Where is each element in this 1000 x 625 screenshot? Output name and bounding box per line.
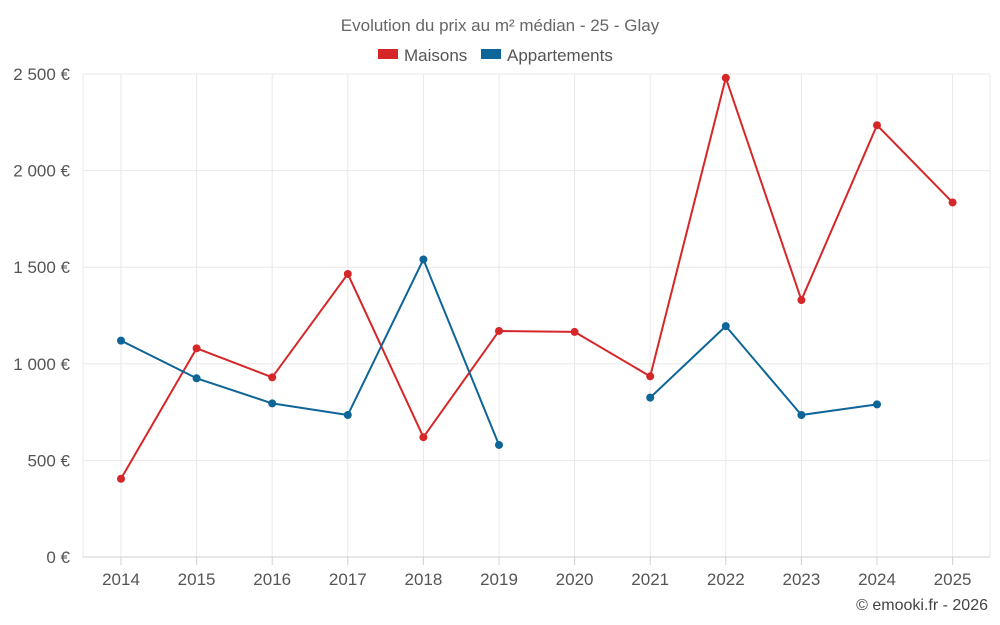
data-point-maisons-2022[interactable] [721, 73, 730, 82]
series-line-appartements [649, 325, 878, 416]
data-point-maisons-2018[interactable] [419, 433, 428, 442]
data-point-appartements-2016[interactable] [268, 399, 277, 408]
data-point-maisons-2016[interactable] [268, 373, 277, 382]
x-tick-label: 2016 [253, 570, 291, 589]
x-tick-label: 2019 [480, 570, 518, 589]
x-tick-label: 2024 [858, 570, 896, 589]
x-tick-label: 2025 [934, 570, 972, 589]
x-tick-label: 2014 [102, 570, 140, 589]
data-point-appartements-2024[interactable] [873, 400, 881, 409]
legend-item-maisons[interactable]: Maisons [378, 46, 467, 65]
data-point-maisons-2025[interactable] [948, 198, 957, 207]
x-tick-label: 2015 [178, 570, 216, 589]
y-tick-label: 2 500 € [13, 65, 70, 84]
data-point-appartements-2018[interactable] [419, 255, 428, 264]
data-point-appartements-2022[interactable] [721, 322, 730, 331]
data-point-maisons-2020[interactable] [570, 327, 579, 336]
data-point-maisons-2019[interactable] [495, 326, 503, 335]
x-tick-label: 2021 [631, 570, 669, 589]
x-tick-label: 2018 [404, 570, 442, 589]
x-tick-label: 2022 [707, 570, 745, 589]
y-tick-label: 0 € [46, 548, 70, 567]
y-tick-label: 1 500 € [13, 258, 70, 277]
legend[interactable]: Maisons Appartements [378, 46, 613, 65]
x-tick-label: 2023 [782, 570, 820, 589]
legend-label-maisons: Maisons [404, 46, 467, 65]
legend-item-appartements[interactable]: Appartements [481, 46, 613, 65]
y-tick-label: 1 000 € [13, 355, 70, 374]
legend-swatch-maisons [378, 49, 398, 59]
series [117, 73, 957, 483]
data-point-appartements-2021[interactable] [646, 393, 655, 402]
data-point-appartements-2019[interactable] [495, 440, 503, 449]
legend-label-appartements: Appartements [507, 46, 613, 65]
series-maisons [117, 73, 957, 483]
y-tick-label: 2 000 € [13, 162, 70, 181]
data-point-maisons-2023[interactable] [797, 296, 806, 305]
chart-title: Evolution du prix au m² médian - 25 - Gl… [341, 16, 660, 35]
grid [82, 73, 991, 557]
data-point-maisons-2024[interactable] [873, 121, 881, 130]
data-point-appartements-2023[interactable] [797, 410, 806, 419]
y-tick-label: 500 € [27, 451, 70, 470]
series-line-appartements [120, 258, 500, 446]
data-point-appartements-2017[interactable] [343, 410, 352, 419]
data-point-appartements-2014[interactable] [117, 336, 125, 345]
data-point-maisons-2014[interactable] [117, 474, 125, 483]
data-point-maisons-2015[interactable] [192, 344, 201, 353]
axes: 0 € 500 € 1 000 € 1 500 € 2 000 € 2 500 € 2014… [13, 65, 990, 589]
x-tick-label: 2017 [329, 570, 367, 589]
x-tick-label: 2020 [556, 570, 594, 589]
data-point-maisons-2017[interactable] [343, 269, 352, 278]
series-appartements [117, 255, 881, 449]
series-line-maisons [120, 76, 954, 480]
credit-text: © emooki.fr - 2026 [856, 597, 988, 614]
data-point-maisons-2021[interactable] [646, 372, 655, 381]
legend-swatch-appartements [481, 49, 501, 59]
data-point-appartements-2015[interactable] [192, 374, 201, 383]
